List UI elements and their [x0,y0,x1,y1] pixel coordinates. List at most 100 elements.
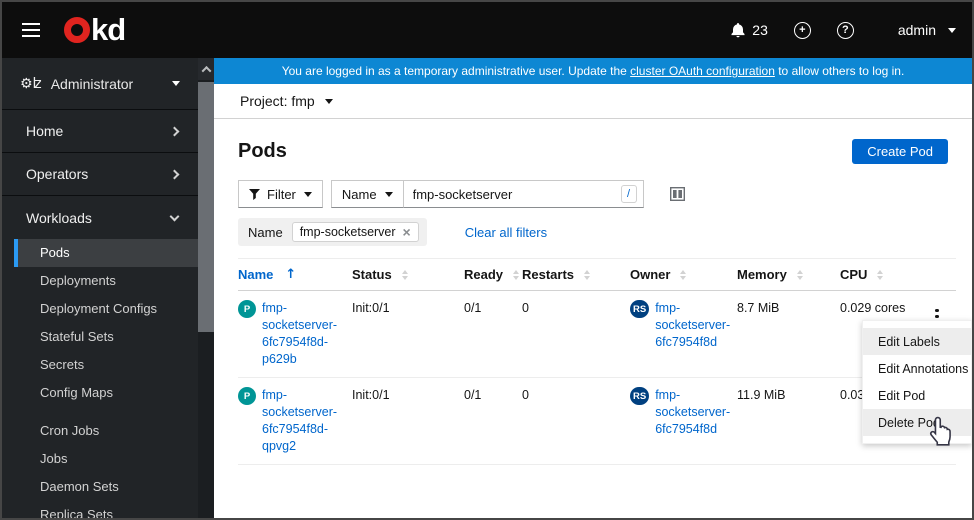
sidebar-item-label: Workloads [26,209,92,226]
owner-link[interactable]: fmp-socketserver-6fc7954f8d [655,388,731,436]
create-pod-button[interactable]: Create Pod [852,139,948,164]
chip-category-label: Name [248,224,283,240]
help-button[interactable]: ? [836,21,854,39]
pod-actions-menu: Edit Labels Edit Annotations Edit Pod De… [862,320,972,444]
status-cell: Init:0/1 [352,301,390,315]
column-header-owner[interactable]: Owner [630,259,737,290]
scrollbar-up-button[interactable] [198,58,214,80]
add-button[interactable]: + [793,21,811,39]
menu-item-edit-labels[interactable]: Edit Labels [863,328,971,355]
sort-ascending-icon: ↑ [285,267,297,282]
chip-remove-button[interactable]: × [402,224,411,240]
sidebar-item-pods[interactable]: Pods [14,239,198,267]
perspective-label: Administrator [50,75,134,92]
menu-toggle-button[interactable] [18,13,52,47]
sidebar-item-config-maps[interactable]: Config Maps [40,385,113,400]
ready-cell: 0/1 [464,301,482,315]
owner-cell: RS fmp-socketserver-6fc7954f8d [630,291,737,377]
notifications-button[interactable]: 23 [730,22,768,38]
attribute-dropdown[interactable]: Name [330,180,404,208]
sidebar-item-operators[interactable]: Operators [2,153,198,196]
page-header: Pods Create Pod [214,119,972,164]
name-filter-input[interactable] [403,180,644,208]
pod-link[interactable]: fmp-socketserver-6fc7954f8d-qpvg2 [262,388,338,453]
user-menu[interactable]: admin [898,22,956,38]
chevron-up-icon [201,65,211,76]
chevron-down-icon [324,98,333,104]
sidebar: ⚙ʫ Administrator Home Operators Workload… [2,58,198,518]
login-banner: You are logged in as a temporary adminis… [214,58,972,84]
status-cell: Init:0/1 [352,388,390,402]
table-row: P fmp-socketserver-6fc7954f8d-qpvg2 Init… [238,378,956,465]
chevron-down-icon [384,191,393,197]
masthead: kd 23 + ? admin [2,2,972,58]
bell-icon [731,23,745,38]
sidebar-scrollbar[interactable] [198,58,214,518]
column-header-status[interactable]: Status [352,259,464,290]
banner-text: You are logged in as a temporary adminis… [281,64,631,78]
sidebar-item-stateful-sets[interactable]: Stateful Sets [40,329,114,344]
pod-name-cell: P fmp-socketserver-6fc7954f8d-qpvg2 [238,378,352,464]
replicaset-badge: RS [630,300,650,318]
column-header-actions [927,259,956,290]
replicaset-badge: RS [630,387,650,405]
sidebar-item-home[interactable]: Home [2,110,198,153]
menu-item-delete-pod[interactable]: Delete Pod [863,409,971,436]
active-filters-row: Name fmp-socketserver × Clear all filter… [238,218,948,246]
sort-icon [513,269,520,280]
sidebar-item-cron-jobs[interactable]: Cron Jobs [40,423,100,438]
sort-icon [680,269,687,280]
owner-link[interactable]: fmp-socketserver-6fc7954f8d [655,301,731,349]
column-header-ready[interactable]: Ready [464,259,522,290]
banner-text: to allow others to log in. [774,64,905,78]
masthead-actions: 23 + ? admin [730,21,956,39]
restarts-cell: 0 [522,388,529,402]
project-selector[interactable]: Project: fmp [240,93,333,109]
project-label: Project: fmp [240,93,315,109]
notification-count: 23 [752,22,768,38]
filter-dropdown[interactable]: Filter [238,180,323,208]
page-title: Pods [238,140,287,162]
filter-chip-group: Name fmp-socketserver × [238,218,427,246]
okd-logo[interactable]: kd [64,12,126,47]
scrollbar-thumb[interactable] [198,82,214,332]
filter-funnel-icon [249,188,260,200]
filter-toolbar: Filter Name / [238,180,948,208]
sidebar-item-daemon-sets[interactable]: Daemon Sets [40,479,119,494]
column-header-restarts[interactable]: Restarts [522,259,630,290]
chevron-down-icon [303,191,312,197]
pod-badge: P [238,387,256,405]
pod-link[interactable]: fmp-socketserver-6fc7954f8d-p629b [262,301,338,366]
chevron-right-icon [169,126,180,136]
manage-columns-button[interactable] [669,187,685,201]
column-header-name[interactable]: Name ↑ [238,267,297,282]
menu-item-edit-annotations[interactable]: Edit Annotations [878,361,969,376]
column-header-cpu[interactable]: CPU [840,259,927,290]
sidebar-item-secrets[interactable]: Secrets [40,357,85,372]
sidebar-item-replica-sets[interactable]: Replica Sets [40,507,113,518]
sidebar-item-jobs[interactable]: Jobs [40,451,68,466]
chevron-right-icon [169,169,180,179]
oauth-config-link[interactable]: cluster OAuth configuration [630,64,775,78]
memory-cell: 8.7 MiB [737,301,780,315]
workloads-subnav: Pods Deployments Deployment Configs Stat… [2,239,198,518]
okd-logo-text: kd [91,12,126,47]
column-header-memory[interactable]: Memory [737,259,840,290]
chevron-down-icon [169,211,180,221]
restarts-cell: 0 [522,301,529,315]
table-row: P fmp-socketserver-6fc7954f8d-p629b Init… [238,291,956,378]
table-columns-icon [669,187,685,201]
project-bar: Project: fmp [214,84,972,119]
sidebar-item-workloads[interactable]: Workloads [2,196,198,239]
menu-item-edit-pod[interactable]: Edit Pod [878,388,926,403]
perspective-switcher[interactable]: ⚙ʫ Administrator [2,58,198,110]
sidebar-item-deployments[interactable]: Deployments [40,273,116,288]
clear-all-filters-link[interactable]: Clear all filters [464,224,548,240]
chip-value: fmp-socketserver [299,225,396,239]
chevron-down-icon [948,27,956,33]
plus-circle-icon: + [793,21,811,39]
filter-label: Filter [267,186,296,202]
attribute-label: Name [341,186,377,202]
sidebar-item-deployment-configs[interactable]: Deployment Configs [40,301,158,316]
